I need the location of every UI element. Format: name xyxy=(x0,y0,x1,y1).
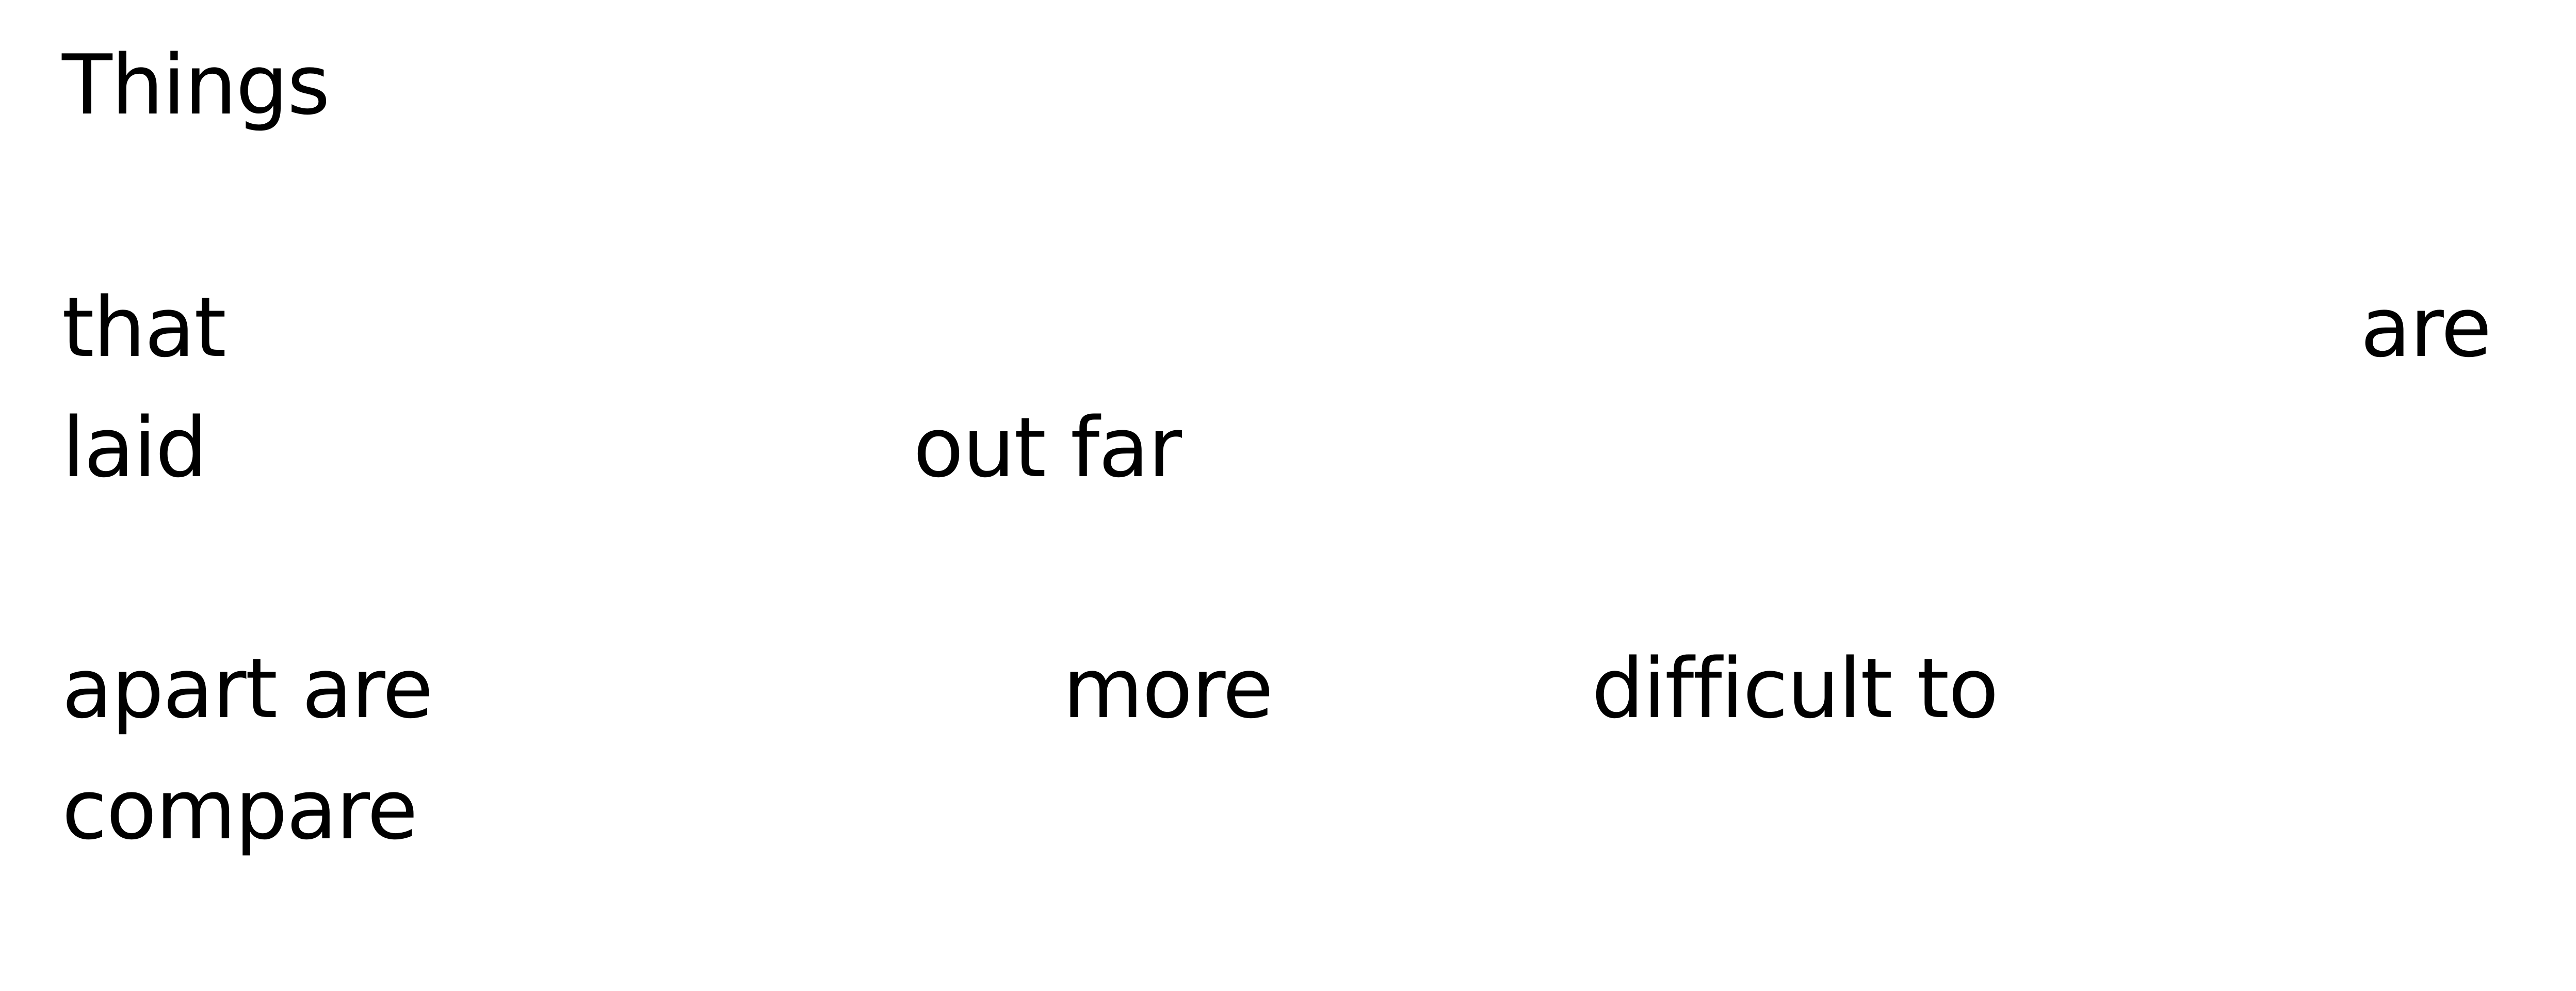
word-more: more xyxy=(1063,640,1273,737)
word-out-far: out far xyxy=(913,399,1182,496)
word-things: Things xyxy=(62,37,330,133)
word-compare: compare xyxy=(62,761,418,858)
word-laid: laid xyxy=(62,399,208,496)
word-are: are xyxy=(2360,279,2492,376)
word-apart-are: apart are xyxy=(62,640,433,737)
word-difficult-to: difficult to xyxy=(1592,640,1999,737)
word-that: that xyxy=(62,279,226,376)
